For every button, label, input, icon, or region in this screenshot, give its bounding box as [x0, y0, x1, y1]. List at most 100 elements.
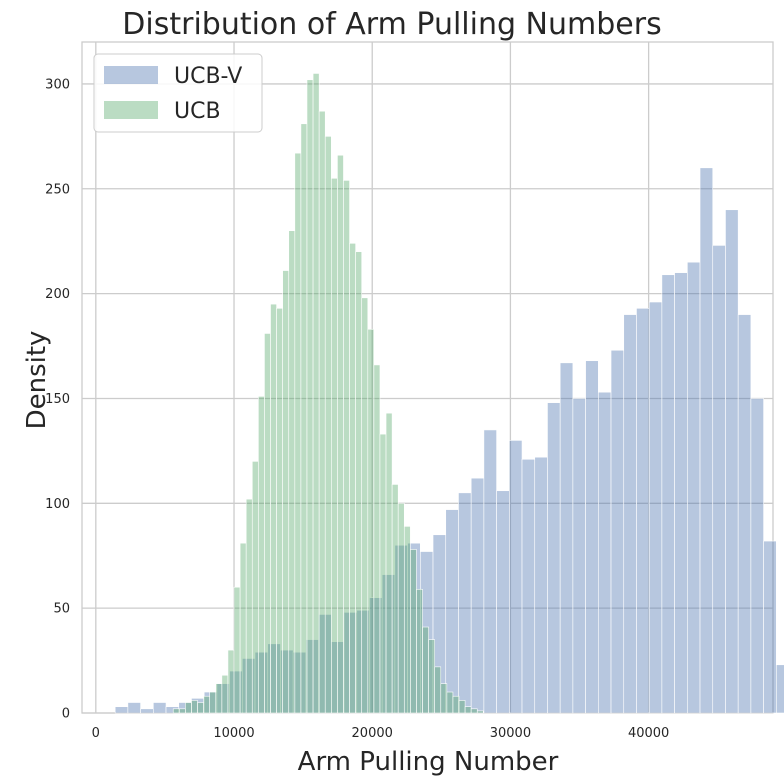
histogram-bar	[598, 391, 612, 714]
histogram-bar	[294, 152, 302, 714]
x-tick-labels: 0 10000 20000 30000 40000	[92, 726, 670, 741]
histogram-bar	[324, 136, 332, 714]
y-tick-label: 150	[45, 392, 70, 407]
histogram-bar	[470, 708, 478, 714]
histogram-bar	[585, 360, 599, 714]
legend-box	[93, 53, 263, 133]
histogram-bar	[331, 177, 338, 714]
histogram-bar	[559, 362, 574, 714]
histogram-bar	[178, 708, 186, 714]
histogram-bar	[221, 674, 229, 714]
histogram-bar	[282, 270, 290, 714]
histogram-bar	[572, 398, 586, 714]
histogram-bar	[140, 708, 154, 714]
y-tick-labels: 0 50 100 150 200 250 300	[45, 77, 70, 721]
legend: UCB-V UCB	[93, 53, 263, 133]
legend-swatch-ucb	[104, 101, 158, 119]
legend-label-ucb: UCB	[174, 99, 221, 124]
histogram-bar	[203, 695, 210, 714]
histogram-bar	[445, 509, 459, 714]
histogram-bar	[521, 458, 536, 714]
histogram-bar	[434, 666, 442, 714]
y-tick-label: 200	[45, 287, 70, 302]
histogram-bar	[403, 526, 411, 714]
histogram-bar	[209, 691, 217, 714]
chart-title: Distribution of Arm Pulling Numbers	[122, 7, 661, 42]
histogram-bar	[185, 702, 192, 714]
x-tick-label: 20000	[352, 726, 393, 741]
histogram-bars	[114, 73, 784, 714]
histogram-bar	[114, 706, 129, 714]
histogram-bar	[483, 429, 497, 714]
histogram-bar	[306, 79, 314, 714]
histogram-bar	[270, 303, 277, 714]
histogram-bar	[337, 154, 344, 714]
histogram-bar	[318, 110, 326, 714]
histogram-bar	[343, 180, 350, 714]
histogram-bar	[276, 308, 283, 714]
histogram-bar	[496, 490, 510, 714]
histogram-bar	[636, 308, 650, 714]
histogram-bar	[422, 626, 429, 714]
histogram-bar	[464, 706, 472, 714]
plot-area	[81, 41, 774, 714]
histogram-bar	[674, 272, 688, 714]
histogram-bar	[610, 349, 625, 714]
x-axis-label: Arm Pulling Number	[298, 747, 559, 777]
y-tick-label: 250	[45, 182, 70, 197]
histogram-bar	[397, 503, 405, 714]
x-tick-label: 10000	[213, 726, 254, 741]
histogram-bar	[288, 230, 296, 714]
histogram-bar	[699, 167, 714, 714]
histogram-bar	[349, 243, 356, 714]
x-tick-label: 0	[92, 726, 100, 741]
histogram-bar	[750, 398, 764, 714]
x-tick-label: 40000	[628, 726, 669, 741]
histogram-bar	[458, 700, 466, 714]
legend-swatch-ucb-v	[104, 66, 158, 84]
histogram-bar	[763, 540, 777, 714]
histogram-bar	[245, 498, 253, 714]
histogram-bar	[446, 691, 454, 714]
histogram-bar	[172, 708, 180, 714]
histogram-bar	[227, 649, 235, 714]
histogram-bar	[547, 402, 561, 714]
histogram-bar	[440, 683, 448, 714]
histogram-bar	[233, 586, 241, 714]
histogram-bar	[687, 261, 701, 714]
histogram-bar	[410, 549, 417, 714]
histogram-bar	[251, 461, 259, 714]
histogram-bar	[391, 484, 399, 714]
histogram-bar	[264, 333, 271, 714]
y-tick-label: 50	[53, 602, 70, 617]
x-tick-label: 30000	[490, 726, 531, 741]
histogram-bar	[725, 209, 739, 714]
histogram-bar	[197, 702, 204, 714]
histogram-bar	[385, 412, 393, 714]
histogram-bar	[476, 710, 484, 714]
histogram-bar	[416, 588, 423, 714]
histogram-bar	[379, 433, 387, 714]
series-ucb-v	[114, 167, 784, 714]
histogram-bar	[509, 440, 523, 714]
histogram-bar	[373, 364, 381, 714]
histogram-bar	[258, 396, 265, 714]
histogram-bar	[776, 664, 784, 714]
histogram-bar	[737, 314, 752, 714]
histogram-bar	[300, 123, 308, 714]
histogram-bar	[623, 314, 637, 714]
histogram-bar	[191, 700, 198, 714]
histogram-bar	[367, 328, 375, 714]
histogram-bar	[239, 542, 247, 714]
histogram-bar	[312, 73, 320, 714]
histogram-bar	[215, 683, 223, 714]
y-tick-label: 300	[45, 77, 70, 92]
histogram-bar	[648, 301, 663, 714]
histogram-bar	[470, 477, 485, 714]
histogram-bar	[127, 702, 141, 714]
y-tick-label: 100	[45, 497, 70, 512]
histogram-bar	[452, 695, 460, 714]
histogram-bar	[428, 639, 435, 714]
y-tick-label: 0	[62, 707, 70, 722]
